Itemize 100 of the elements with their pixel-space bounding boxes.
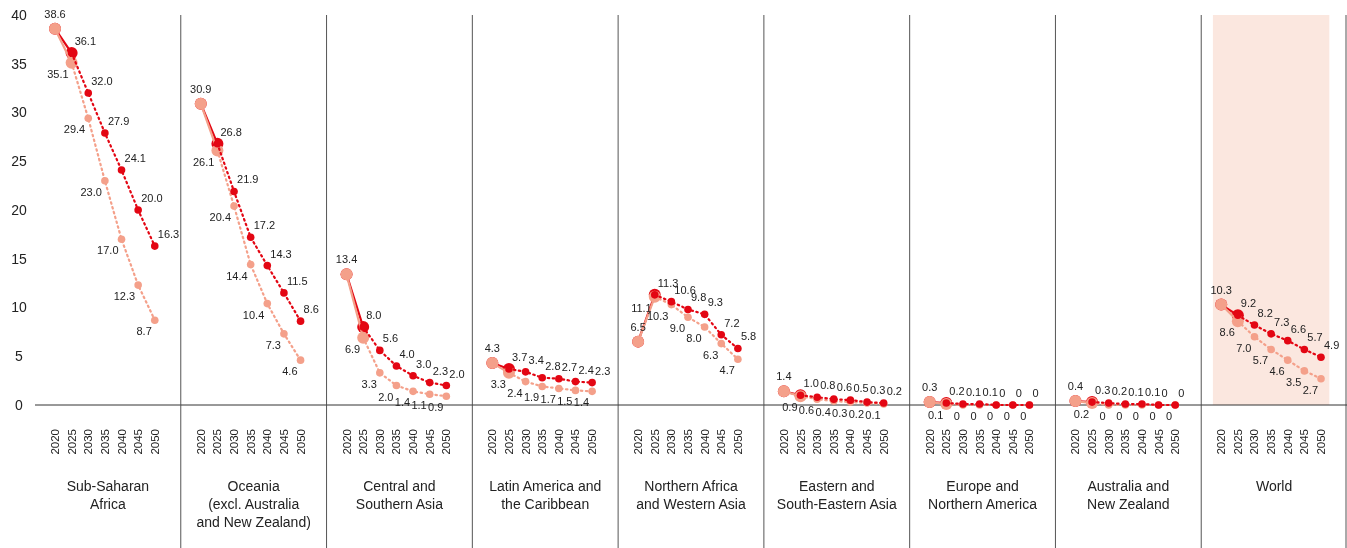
x-tick-label: 2040 [407, 429, 420, 455]
x-tick-label: 2030 [811, 429, 824, 455]
data-label: 35.1 [47, 67, 69, 80]
data-label: 3.7 [511, 350, 528, 363]
x-axis-title: Sub-Saharan Africa [66, 478, 150, 512]
x-tick-label: 2035 [827, 429, 840, 455]
x-tick-label: 2050 [1023, 429, 1036, 455]
data-label: 1.4 [573, 396, 590, 409]
x-tick-label: 2035 [390, 429, 403, 455]
data-label: 5.7 [1252, 354, 1269, 367]
data-label: 0 [970, 410, 977, 422]
x-tick-label: 2020 [340, 429, 353, 455]
data-label: 0.1 [982, 386, 998, 399]
x-tick-label: 2040 [1135, 429, 1148, 455]
data-label: 3.4 [528, 353, 544, 366]
data-label: 1.0 [803, 377, 819, 390]
data-label: 10.4 [242, 308, 265, 321]
data-label: 7.3 [1274, 315, 1290, 328]
x-tick-label: 2040 [552, 429, 565, 455]
data-label: 0.2 [1073, 408, 1090, 421]
x-tick-label: 2020 [49, 429, 61, 455]
data-label: 23.0 [80, 185, 102, 198]
x-tick-label: 2040 [844, 429, 857, 455]
data-label: 16.3 [157, 228, 180, 241]
data-label: 9.0 [669, 322, 685, 335]
data-label: 0.3 [1095, 384, 1111, 397]
x-tick-label: 2035 [973, 429, 986, 455]
y-tick-label: 20 [11, 201, 27, 218]
y-tick-label: 25 [11, 153, 27, 170]
data-label: 1.7 [540, 393, 556, 406]
data-label: 0.3 [870, 384, 886, 397]
x-tick-label: 2025 [940, 429, 953, 455]
x-tick-label: 2045 [1298, 429, 1311, 455]
x-tick-label: 2050 [148, 429, 161, 455]
x-tick-label: 2025 [1231, 429, 1244, 455]
x-tick-label: 2030 [373, 429, 386, 455]
data-label: 2.7 [1302, 383, 1318, 396]
data-label: 8.6 [303, 303, 319, 316]
x-tick-label: 2040 [115, 429, 128, 455]
data-label: 8.0 [686, 332, 702, 344]
data-label: 17.0 [97, 244, 119, 257]
x-tick-label: 2050 [731, 429, 744, 455]
y-tick-label: 35 [11, 55, 27, 72]
x-tick-label: 2045 [715, 429, 728, 455]
data-label: 27.9 [107, 114, 130, 127]
x-tick-label: 2025 [1086, 429, 1099, 455]
x-tick-label: 2045 [1152, 429, 1165, 455]
data-label: 36.1 [74, 35, 97, 48]
data-label: 4.6 [1269, 365, 1285, 378]
x-tick-label: 2030 [1102, 429, 1115, 455]
data-label: 0.4 [815, 406, 831, 419]
data-label: 2.4 [507, 386, 523, 399]
data-label: 0 [1116, 410, 1123, 422]
data-label: 0 [1003, 410, 1010, 422]
data-label: 4.9 [1324, 339, 1340, 352]
data-label: 7.0 [1236, 341, 1252, 354]
x-tick-label: 2020 [194, 429, 207, 455]
x-tick-label: 2020 [923, 429, 936, 455]
data-label: 14.3 [270, 247, 292, 260]
x-tick-label: 2045 [569, 429, 582, 455]
data-label: 3.3 [361, 377, 377, 390]
data-label: 1.9 [523, 391, 540, 404]
data-label: 29.4 [63, 123, 86, 136]
x-tick-label: 2030 [665, 429, 678, 455]
data-label: 0 [1015, 387, 1022, 399]
data-label: 1.5 [557, 395, 573, 408]
data-label: 8.2 [1257, 307, 1273, 320]
data-label: 2.7 [561, 360, 578, 373]
x-tick-label: 2020 [632, 429, 645, 455]
x-tick-label: 2045 [277, 429, 290, 455]
x-tick-label: 2025 [357, 429, 370, 455]
data-label: 0 [999, 387, 1006, 399]
data-label: 1.4 [394, 396, 411, 409]
data-label: 4.6 [282, 365, 298, 378]
x-axis-title: Australia and New Zealand [1087, 478, 1170, 512]
x-tick-label: 2050 [294, 429, 307, 455]
data-label: 10.3 [1210, 283, 1232, 296]
data-label: 12.3 [113, 290, 136, 303]
data-label: 30.9 [190, 82, 212, 95]
data-label: 11.5 [286, 274, 308, 287]
x-tick-label: 2050 [1169, 429, 1182, 455]
data-label: 0.1 [928, 409, 944, 422]
data-label: 0 [987, 410, 994, 422]
data-label: 14.4 [226, 269, 248, 282]
data-label: 8.6 [1219, 326, 1235, 339]
data-label: 2.8 [545, 359, 561, 372]
x-tick-label: 2045 [132, 429, 145, 455]
data-label: 0.1 [865, 409, 881, 422]
data-label: 8.0 [366, 309, 382, 321]
data-label: 0.1 [965, 386, 982, 399]
data-label: 0.1 [1144, 386, 1161, 399]
x-axis-title: Europe and Northern America [928, 478, 1038, 512]
x-tick-label: 2035 [1265, 429, 1278, 455]
data-label: 38.6 [44, 7, 66, 20]
data-label: 6.6 [1290, 322, 1307, 335]
y-tick-label: 10 [11, 299, 27, 316]
y-tick-label: 15 [11, 250, 27, 267]
data-label: 0 [953, 410, 960, 422]
x-axis-title: Latin America and the Caribbean [489, 478, 602, 512]
x-tick-label: 2025 [794, 429, 807, 455]
